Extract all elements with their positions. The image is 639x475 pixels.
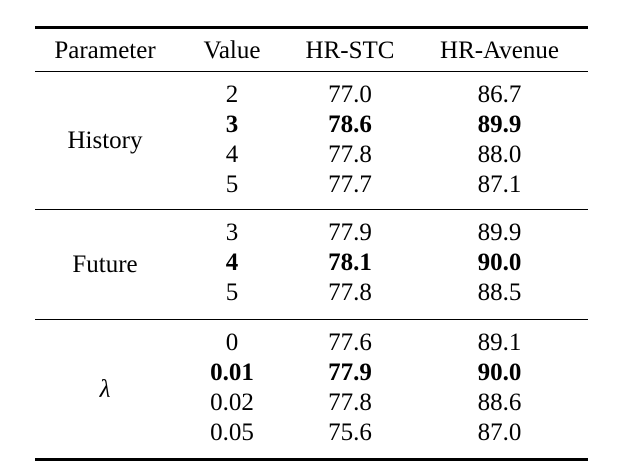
value-cell: 5 <box>225 278 239 306</box>
hr-stc-cell: 77.9 <box>328 358 372 386</box>
table-row: λ 0 77.6 89.1 <box>35 320 588 402</box>
table-row: Future 3 77.9 89.9 <box>35 210 588 277</box>
table-row-best: 3 78.6 89.9 <box>35 109 588 139</box>
hr-avenue-cell: 88.6 <box>477 388 522 416</box>
table-row: 0.05 75.6 87.0 <box>35 417 588 460</box>
hr-stc-cell: 75.6 <box>328 418 372 446</box>
column-header-parameter: Parameter <box>54 36 156 64</box>
column-header-value: Value <box>203 36 261 64</box>
table-row: 5 77.7 87.1 <box>35 169 588 210</box>
hr-stc-cell: 77.6 <box>328 328 372 356</box>
hr-avenue-cell: 90.0 <box>477 358 522 386</box>
hr-avenue-cell: 89.9 <box>477 218 522 246</box>
hr-stc-cell: 77.0 <box>328 80 372 108</box>
hr-stc-cell: 77.7 <box>328 170 372 198</box>
value-cell: 0 <box>225 328 239 356</box>
ablation-table-container: Parameter Value HR-STC HR-Avenue History… <box>35 26 588 461</box>
hr-avenue-cell: 87.1 <box>477 170 522 198</box>
hr-stc-cell: 77.8 <box>328 278 372 306</box>
table-row: 4 77.8 88.0 <box>35 139 588 169</box>
value-cell: 0.02 <box>210 388 254 416</box>
hr-avenue-cell: 88.0 <box>477 140 522 168</box>
hr-stc-cell: 77.8 <box>328 140 372 168</box>
hr-avenue-cell: 89.1 <box>477 328 522 356</box>
header-row: Parameter Value HR-STC HR-Avenue <box>35 27 588 72</box>
hr-stc-cell: 77.8 <box>328 388 372 416</box>
hr-stc-cell: 77.9 <box>328 218 372 246</box>
value-cell: 0.01 <box>210 358 254 386</box>
param-label-future: Future <box>72 251 138 278</box>
group-history: History 2 77.0 86.7 3 78.6 89.9 4 77.8 8… <box>35 72 588 210</box>
table-header: Parameter Value HR-STC HR-Avenue <box>35 27 588 72</box>
hr-avenue-cell: 86.7 <box>477 80 522 108</box>
hr-avenue-cell: 87.0 <box>477 418 522 446</box>
results-table: Parameter Value HR-STC HR-Avenue History… <box>35 26 588 461</box>
hr-stc-cell: 78.6 <box>328 110 372 138</box>
value-cell: 5 <box>225 170 239 198</box>
param-label-lambda: λ <box>99 375 111 403</box>
param-label-history: History <box>67 127 143 154</box>
table-row-best: 0.01 77.9 90.0 <box>35 357 588 387</box>
value-cell: 0.05 <box>210 418 254 446</box>
group-future: Future 3 77.9 89.9 4 78.1 90.0 5 77.8 88… <box>35 210 588 320</box>
value-cell: 2 <box>225 80 239 108</box>
hr-stc-cell: 78.1 <box>328 248 372 276</box>
table-row: History 2 77.0 86.7 <box>35 72 588 153</box>
value-cell: 3 <box>225 110 239 138</box>
column-header-hr-stc: HR-STC <box>305 36 395 64</box>
hr-avenue-cell: 88.5 <box>477 278 522 306</box>
table-row: 0.02 77.8 88.6 <box>35 387 588 417</box>
value-cell: 3 <box>225 218 239 246</box>
value-cell: 4 <box>225 248 239 276</box>
table-row-best: 4 78.1 90.0 <box>35 247 588 277</box>
hr-avenue-cell: 90.0 <box>477 248 522 276</box>
column-header-hr-avenue: HR-Avenue <box>440 36 559 64</box>
group-lambda: λ 0 77.6 89.1 0.01 77.9 90.0 0.02 77.8 8… <box>35 320 588 460</box>
value-cell: 4 <box>225 140 239 168</box>
table-row: 5 77.8 88.5 <box>35 277 588 320</box>
hr-avenue-cell: 89.9 <box>477 110 522 138</box>
